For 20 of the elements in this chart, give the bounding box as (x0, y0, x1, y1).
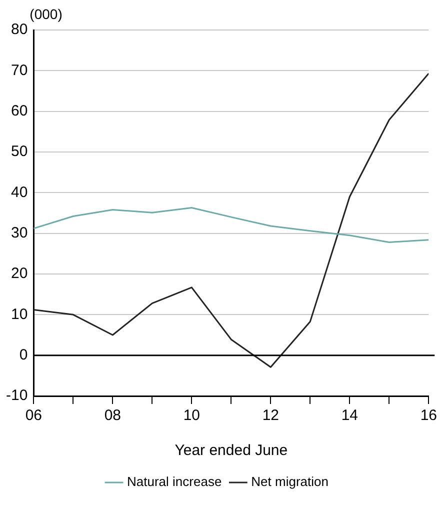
y-tick-label: 40 (10, 184, 28, 201)
y-tick-label: 20 (10, 265, 28, 282)
legend-label: Natural increase (127, 474, 222, 490)
x-tick-label: 12 (262, 407, 280, 424)
y-tick-label: 10 (10, 306, 28, 323)
x-tick-label: 10 (183, 407, 200, 424)
legend-label: Net migration (251, 474, 328, 490)
y-tick-label: 0 (19, 346, 28, 364)
y-axis-title: (000) (30, 6, 62, 22)
x-tick-label: 08 (104, 407, 122, 424)
x-axis-title: Year ended June (174, 442, 288, 460)
y-tick-label: 60 (10, 102, 28, 120)
y-tick-label: 70 (10, 62, 28, 79)
x-tick-label: 06 (25, 407, 42, 424)
y-tick-label: -10 (6, 387, 28, 404)
y-tick-label: 50 (10, 143, 28, 160)
x-tick-label: 16 (420, 407, 437, 424)
y-tick-label: 80 (10, 21, 28, 38)
x-tick-label: 14 (341, 407, 358, 424)
y-tick-label: 30 (10, 224, 28, 242)
